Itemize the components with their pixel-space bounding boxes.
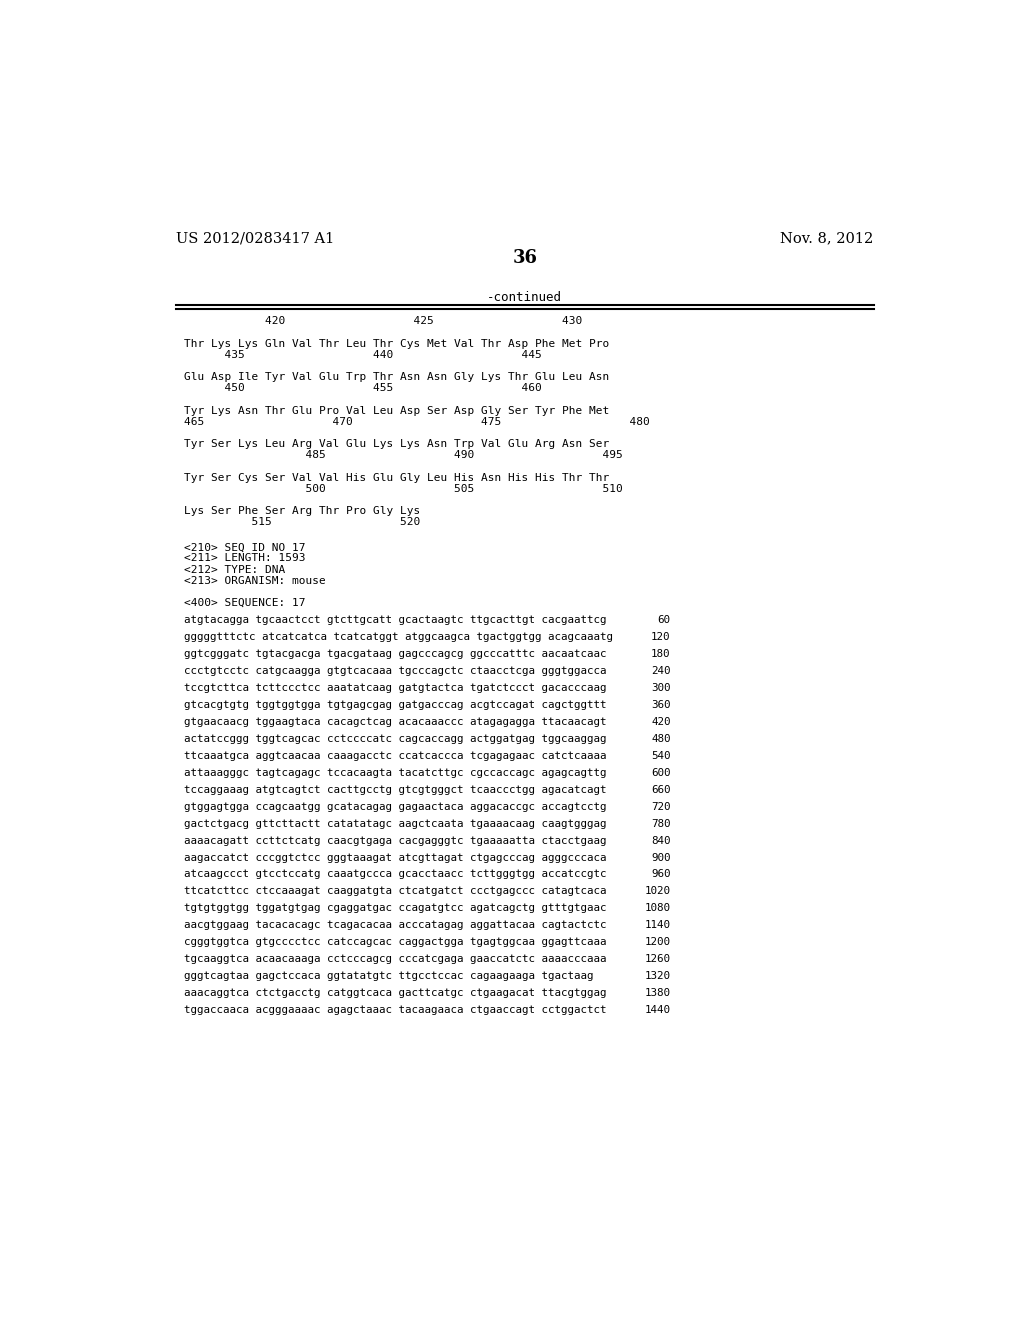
Text: aaaacagatt ccttctcatg caacgtgaga cacgagggtc tgaaaaatta ctacctgaag: aaaacagatt ccttctcatg caacgtgaga cacgagg… xyxy=(183,836,606,846)
Text: <212> TYPE: DNA: <212> TYPE: DNA xyxy=(183,565,285,574)
Text: aacgtggaag tacacacagc tcagacacaa acccatagag aggattacaa cagtactctc: aacgtggaag tacacacagc tcagacacaa acccata… xyxy=(183,920,606,931)
Text: tccgtcttca tcttccctcc aaatatcaag gatgtactca tgatctccct gacacccaag: tccgtcttca tcttccctcc aaatatcaag gatgtac… xyxy=(183,684,606,693)
Text: 515                   520: 515 520 xyxy=(183,517,420,527)
Text: <210> SEQ ID NO 17: <210> SEQ ID NO 17 xyxy=(183,543,305,552)
Text: <400> SEQUENCE: 17: <400> SEQUENCE: 17 xyxy=(183,598,305,609)
Text: 1020: 1020 xyxy=(644,887,671,896)
Text: gggggtttctc atcatcatca tcatcatggt atggcaagca tgactggtgg acagcaaatg: gggggtttctc atcatcatca tcatcatggt atggca… xyxy=(183,632,612,643)
Text: Glu Asp Ile Tyr Val Glu Trp Thr Asn Asn Gly Lys Thr Glu Leu Asn: Glu Asp Ile Tyr Val Glu Trp Thr Asn Asn … xyxy=(183,372,609,381)
Text: tgcaaggtca acaacaaaga cctcccagcg cccatcgaga gaaccatctc aaaacccaaa: tgcaaggtca acaacaaaga cctcccagcg cccatcg… xyxy=(183,954,606,964)
Text: 240: 240 xyxy=(651,667,671,676)
Text: atgtacagga tgcaactcct gtcttgcatt gcactaagtc ttgcacttgt cacgaattcg: atgtacagga tgcaactcct gtcttgcatt gcactaa… xyxy=(183,615,606,626)
Text: 420                   425                   430: 420 425 430 xyxy=(183,317,582,326)
Text: 60: 60 xyxy=(657,615,671,626)
Text: Lys Ser Phe Ser Arg Thr Pro Gly Lys: Lys Ser Phe Ser Arg Thr Pro Gly Lys xyxy=(183,506,420,516)
Text: tggaccaaca acgggaaaac agagctaaac tacaagaaca ctgaaccagt cctggactct: tggaccaaca acgggaaaac agagctaaac tacaaga… xyxy=(183,1005,606,1015)
Text: 465                   470                   475                   480: 465 470 475 480 xyxy=(183,417,649,426)
Text: ggtcgggatc tgtacgacga tgacgataag gagcccagcg ggcccatttc aacaatcaac: ggtcgggatc tgtacgacga tgacgataag gagccca… xyxy=(183,649,606,659)
Text: 780: 780 xyxy=(651,818,671,829)
Text: 840: 840 xyxy=(651,836,671,846)
Text: US 2012/0283417 A1: US 2012/0283417 A1 xyxy=(176,231,334,246)
Text: attaaagggc tagtcagagc tccacaagta tacatcttgc cgccaccagc agagcagttg: attaaagggc tagtcagagc tccacaagta tacatct… xyxy=(183,768,606,777)
Text: 500                   505                   510: 500 505 510 xyxy=(183,483,623,494)
Text: 660: 660 xyxy=(651,785,671,795)
Text: 1140: 1140 xyxy=(644,920,671,931)
Text: Nov. 8, 2012: Nov. 8, 2012 xyxy=(780,231,873,246)
Text: aagaccatct cccggtctcc gggtaaagat atcgttagat ctgagcccag agggcccaca: aagaccatct cccggtctcc gggtaaagat atcgtta… xyxy=(183,853,606,862)
Text: cgggtggtca gtgcccctcc catccagcac caggactgga tgagtggcaa ggagttcaaa: cgggtggtca gtgcccctcc catccagcac caggact… xyxy=(183,937,606,948)
Text: -continued: -continued xyxy=(487,290,562,304)
Text: Tyr Ser Lys Leu Arg Val Glu Lys Lys Asn Trp Val Glu Arg Asn Ser: Tyr Ser Lys Leu Arg Val Glu Lys Lys Asn … xyxy=(183,440,609,449)
Text: tgtgtggtgg tggatgtgag cgaggatgac ccagatgtcc agatcagctg gtttgtgaac: tgtgtggtgg tggatgtgag cgaggatgac ccagatg… xyxy=(183,903,606,913)
Text: 1320: 1320 xyxy=(644,972,671,981)
Text: gtgaacaacg tggaagtaca cacagctcag acacaaaccc atagagagga ttacaacagt: gtgaacaacg tggaagtaca cacagctcag acacaaa… xyxy=(183,717,606,727)
Text: <213> ORGANISM: mouse: <213> ORGANISM: mouse xyxy=(183,576,326,586)
Text: 600: 600 xyxy=(651,768,671,777)
Text: 420: 420 xyxy=(651,717,671,727)
Text: 435                   440                   445: 435 440 445 xyxy=(183,350,542,360)
Text: 360: 360 xyxy=(651,700,671,710)
Text: 900: 900 xyxy=(651,853,671,862)
Text: gactctgacg gttcttactt catatatagc aagctcaata tgaaaacaag caagtgggag: gactctgacg gttcttactt catatatagc aagctca… xyxy=(183,818,606,829)
Text: 485                   490                   495: 485 490 495 xyxy=(183,450,623,461)
Text: 120: 120 xyxy=(651,632,671,643)
Text: 36: 36 xyxy=(512,249,538,267)
Text: Tyr Lys Asn Thr Glu Pro Val Leu Asp Ser Asp Gly Ser Tyr Phe Met: Tyr Lys Asn Thr Glu Pro Val Leu Asp Ser … xyxy=(183,405,609,416)
Text: 540: 540 xyxy=(651,751,671,760)
Text: 1380: 1380 xyxy=(644,989,671,998)
Text: ccctgtcctc catgcaagga gtgtcacaaa tgcccagctc ctaacctcga gggtggacca: ccctgtcctc catgcaagga gtgtcacaaa tgcccag… xyxy=(183,667,606,676)
Text: tccaggaaag atgtcagtct cacttgcctg gtcgtgggct tcaaccctgg agacatcagt: tccaggaaag atgtcagtct cacttgcctg gtcgtgg… xyxy=(183,785,606,795)
Text: ttcatcttcc ctccaaagat caaggatgta ctcatgatct ccctgagccc catagtcaca: ttcatcttcc ctccaaagat caaggatgta ctcatga… xyxy=(183,887,606,896)
Text: 1080: 1080 xyxy=(644,903,671,913)
Text: gtcacgtgtg tggtggtgga tgtgagcgag gatgacccag acgtccagat cagctggttt: gtcacgtgtg tggtggtgga tgtgagcgag gatgacc… xyxy=(183,700,606,710)
Text: Tyr Ser Cys Ser Val Val His Glu Gly Leu His Asn His His Thr Thr: Tyr Ser Cys Ser Val Val His Glu Gly Leu … xyxy=(183,473,609,483)
Text: aaacaggtca ctctgacctg catggtcaca gacttcatgc ctgaagacat ttacgtggag: aaacaggtca ctctgacctg catggtcaca gacttca… xyxy=(183,989,606,998)
Text: 720: 720 xyxy=(651,801,671,812)
Text: Thr Lys Lys Gln Val Thr Leu Thr Cys Met Val Thr Asp Phe Met Pro: Thr Lys Lys Gln Val Thr Leu Thr Cys Met … xyxy=(183,339,609,348)
Text: 1200: 1200 xyxy=(644,937,671,948)
Text: 1260: 1260 xyxy=(644,954,671,964)
Text: 450                   455                   460: 450 455 460 xyxy=(183,383,542,393)
Text: gggtcagtaa gagctccaca ggtatatgtc ttgcctccac cagaagaaga tgactaag: gggtcagtaa gagctccaca ggtatatgtc ttgcctc… xyxy=(183,972,593,981)
Text: 180: 180 xyxy=(651,649,671,659)
Text: atcaagccct gtcctccatg caaatgccca gcacctaacc tcttgggtgg accatccgtc: atcaagccct gtcctccatg caaatgccca gcaccta… xyxy=(183,870,606,879)
Text: ttcaaatgca aggtcaacaa caaagacctc ccatcaccca tcgagagaac catctcaaaa: ttcaaatgca aggtcaacaa caaagacctc ccatcac… xyxy=(183,751,606,760)
Text: 480: 480 xyxy=(651,734,671,744)
Text: gtggagtgga ccagcaatgg gcatacagag gagaactaca aggacaccgc accagtcctg: gtggagtgga ccagcaatgg gcatacagag gagaact… xyxy=(183,801,606,812)
Text: 960: 960 xyxy=(651,870,671,879)
Text: actatccggg tggtcagcac cctccccatc cagcaccagg actggatgag tggcaaggag: actatccggg tggtcagcac cctccccatc cagcacc… xyxy=(183,734,606,744)
Text: 1440: 1440 xyxy=(644,1005,671,1015)
Text: <211> LENGTH: 1593: <211> LENGTH: 1593 xyxy=(183,553,305,564)
Text: 300: 300 xyxy=(651,684,671,693)
